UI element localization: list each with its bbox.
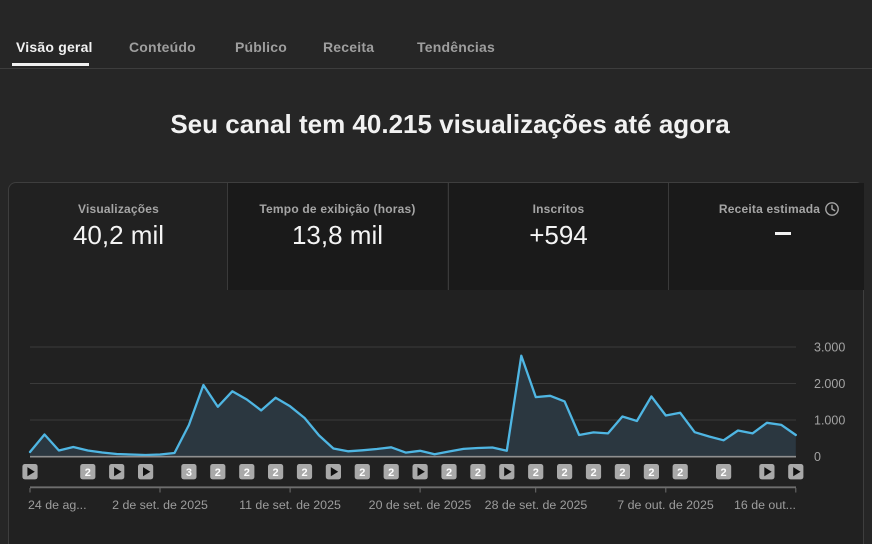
svg-text:2: 2 [446, 467, 452, 479]
svg-text:2: 2 [244, 467, 250, 479]
svg-text:2: 2 [590, 467, 596, 479]
svg-text:2: 2 [677, 467, 683, 479]
svg-text:24 de ag...: 24 de ag... [28, 498, 87, 512]
svg-text:0: 0 [814, 450, 821, 464]
svg-text:2: 2 [533, 467, 539, 479]
svg-text:2: 2 [475, 467, 481, 479]
svg-text:2: 2 [619, 467, 625, 479]
svg-text:2: 2 [648, 467, 654, 479]
svg-text:2: 2 [273, 467, 279, 479]
svg-text:3: 3 [186, 467, 192, 479]
svg-text:28 de set. de 2025: 28 de set. de 2025 [485, 498, 588, 512]
svg-text:20 de set. de 2025: 20 de set. de 2025 [369, 498, 472, 512]
svg-text:2 de set. de 2025: 2 de set. de 2025 [112, 498, 208, 512]
svg-text:3.000: 3.000 [814, 341, 845, 355]
svg-text:1.000: 1.000 [814, 414, 845, 428]
svg-text:2.000: 2.000 [814, 377, 845, 391]
svg-text:11 de set. de 2025: 11 de set. de 2025 [239, 498, 341, 512]
svg-text:16 de out...: 16 de out... [734, 498, 796, 512]
svg-text:2: 2 [302, 467, 308, 479]
svg-text:2: 2 [85, 467, 91, 479]
svg-text:2: 2 [215, 467, 221, 479]
svg-text:2: 2 [388, 467, 394, 479]
svg-text:2: 2 [721, 467, 727, 479]
svg-text:7 de out. de 2025: 7 de out. de 2025 [617, 498, 714, 512]
svg-text:2: 2 [359, 467, 365, 479]
svg-text:2: 2 [562, 467, 568, 479]
